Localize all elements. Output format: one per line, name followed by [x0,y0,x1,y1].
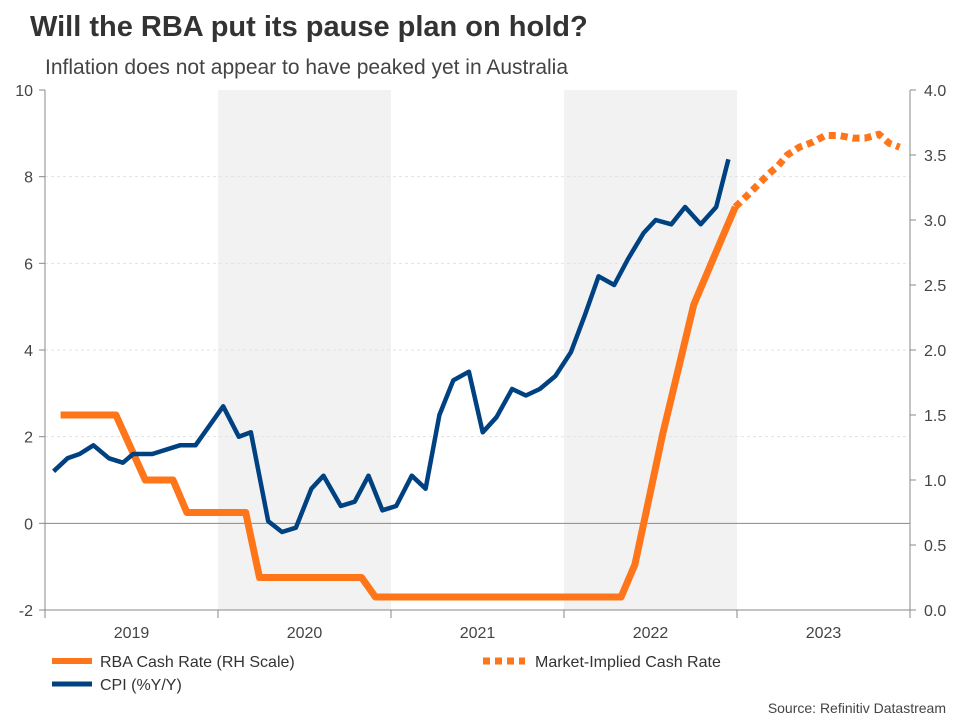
x-tick-label: 2022 [633,625,669,642]
left-tick-label: 4 [24,343,33,360]
right-tick-label: 3.0 [924,213,946,230]
legend-label-market: Market-Implied Cash Rate [535,654,721,671]
gridlines [45,176,910,524]
x-tick-label: 2020 [287,625,323,642]
legend: RBA Cash Rate (RH Scale) Market-Implied … [52,654,721,694]
series-line-rba-cash-rate [60,205,739,601]
left-tick-label: 6 [24,256,33,273]
left-tick-label: -2 [19,603,33,620]
left-tick-label: 10 [15,83,33,100]
left-tick-label: 0 [24,516,33,533]
legend-label-cpi: CPI (%Y/Y) [100,677,182,694]
x-tick-label: 2019 [114,625,150,642]
right-tick-label: 2.0 [924,343,946,360]
chart-title: Will the RBA put its pause plan on hold? [30,11,588,43]
right-tick-label: 0.0 [924,603,946,620]
axes: 10 8 6 4 2 0 -2 4.0 3.5 3.0 2.5 2.0 1.5 1.0 0.5 0.0 2019… [15,83,946,642]
series-line-cpi [52,158,731,535]
series-lines [52,130,901,601]
right-tick-label: 4.0 [924,83,946,100]
left-tick-label: 2 [24,430,33,447]
x-tick-label: 2021 [460,625,496,642]
right-tick-label: 0.5 [924,538,946,555]
chart-subtitle: Inflation does not appear to have peaked… [45,56,568,79]
source-note: Source: Refinitiv Datastream [768,700,946,716]
right-tick-label: 1.0 [924,473,946,490]
series-line-market-implied-cash-rate [732,130,901,210]
x-tick-label: 2023 [806,625,842,642]
right-tick-label: 1.5 [924,408,946,425]
legend-label-rba: RBA Cash Rate (RH Scale) [100,654,295,671]
left-tick-label: 8 [24,170,33,187]
right-tick-label: 3.5 [924,148,946,165]
right-tick-label: 2.5 [924,278,946,295]
